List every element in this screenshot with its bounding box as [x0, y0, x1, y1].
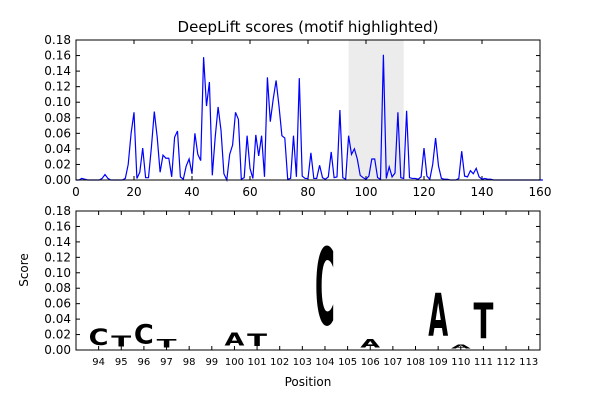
y-tick-label: 0.00 — [44, 173, 71, 187]
logo-letter-a-110: A — [451, 344, 472, 350]
x-tick-label: 110 — [451, 357, 470, 368]
y-tick-label: 0.00 — [44, 343, 71, 357]
logo-letter-t-101: T — [247, 331, 268, 350]
x-tick-label: 120 — [413, 185, 436, 199]
x-tick-label: 80 — [300, 185, 315, 199]
y-tick-label: 0.02 — [44, 328, 71, 342]
logo-letter-c-94: C — [89, 324, 109, 350]
y-tick-label: 0.08 — [44, 281, 71, 295]
y-tick-label: 0.12 — [44, 250, 71, 264]
line-chart: DeepLift scores (motif highlighted) 0.00… — [44, 18, 551, 199]
x-tick-label: 113 — [519, 357, 538, 368]
x-tick-label: 106 — [361, 357, 380, 368]
x-tick-label: 160 — [529, 185, 552, 199]
logo-letter-a-106: A — [360, 337, 381, 350]
plot-frame — [75, 210, 541, 351]
x-tick-label: 95 — [115, 357, 128, 368]
logo-letter-t-95: T — [111, 333, 131, 351]
y-tick-label: 0.14 — [44, 235, 71, 249]
x-tick-label: 102 — [270, 357, 289, 368]
motif-logo-chart: 0.000.02 0.040.06 0.080.10 0.120.14 0.160.18… — [17, 204, 541, 389]
logo-letter-c-96: C — [134, 320, 154, 351]
x-tick-label: 111 — [474, 357, 493, 368]
x-tick-label: 20 — [126, 185, 141, 199]
x-tick-label: 104 — [315, 357, 334, 368]
y-tick-label: 0.06 — [44, 297, 71, 311]
x-tick-label: 105 — [338, 357, 357, 368]
logo-letter-a-100: A — [224, 330, 245, 351]
y-tick-label: 0.06 — [44, 126, 71, 140]
y-axis-ticks: 0.00 0.020.04 0.060.08 0.100.12 0.140.16 0.18 — [44, 33, 540, 187]
y-axis-label: Score — [17, 253, 31, 287]
y-tick-label: 0.04 — [44, 312, 71, 326]
logo-letter-t-111: T — [473, 295, 493, 351]
logo-letter-t-97: T — [157, 337, 177, 350]
y-tick-label: 0.14 — [44, 64, 71, 78]
x-tick-label: 101 — [248, 357, 267, 368]
x-tick-label: 112 — [497, 357, 516, 368]
x-tick-label: 100 — [355, 185, 378, 199]
logo-letter-c-104: C — [315, 227, 335, 350]
y-tick-label: 0.08 — [44, 111, 71, 125]
y-tick-label: 0.10 — [44, 95, 71, 109]
y-tick-label: 0.18 — [44, 204, 71, 218]
x-tick-label: 40 — [184, 185, 199, 199]
score-line — [76, 54, 543, 183]
y-tick-label: 0.16 — [44, 219, 71, 233]
x-tick-label: 108 — [406, 357, 425, 368]
x-tick-label: 140 — [471, 185, 494, 199]
x-axis-ticks: 0 20 40 60 80 100 120 140 160 — [72, 40, 551, 199]
y-tick-label: 0.18 — [44, 33, 71, 47]
y-tick-label: 0.02 — [44, 157, 71, 171]
motif-highlight — [348, 40, 404, 180]
x-tick-label: 103 — [293, 357, 312, 368]
plot-frame — [75, 39, 541, 181]
chart-title: DeepLift scores (motif highlighted) — [178, 18, 439, 36]
x-axis-ticks: 94 95 96 97 98 99 100 101 102 103 104 105 106 107 108 1… — [92, 211, 538, 368]
x-tick-label: 98 — [183, 357, 196, 368]
x-axis-label: Position — [285, 375, 332, 389]
x-tick-label: 99 — [205, 357, 218, 368]
x-tick-label: 96 — [138, 357, 151, 368]
y-tick-label: 0.10 — [44, 266, 71, 280]
y-tick-label: 0.04 — [44, 142, 71, 156]
x-tick-label: 0 — [72, 185, 80, 199]
x-tick-label: 100 — [225, 357, 244, 368]
y-tick-label: 0.16 — [44, 49, 71, 63]
x-tick-label: 97 — [160, 357, 173, 368]
x-tick-label: 60 — [242, 185, 257, 199]
logo-letter-a-109: A — [428, 281, 448, 350]
x-tick-label: 107 — [383, 357, 402, 368]
y-tick-label: 0.12 — [44, 80, 71, 94]
y-axis-ticks: 0.000.02 0.040.06 0.080.10 0.120.14 0.160.18 — [44, 204, 540, 357]
x-tick-label: 94 — [92, 357, 105, 368]
x-tick-label: 109 — [429, 357, 448, 368]
